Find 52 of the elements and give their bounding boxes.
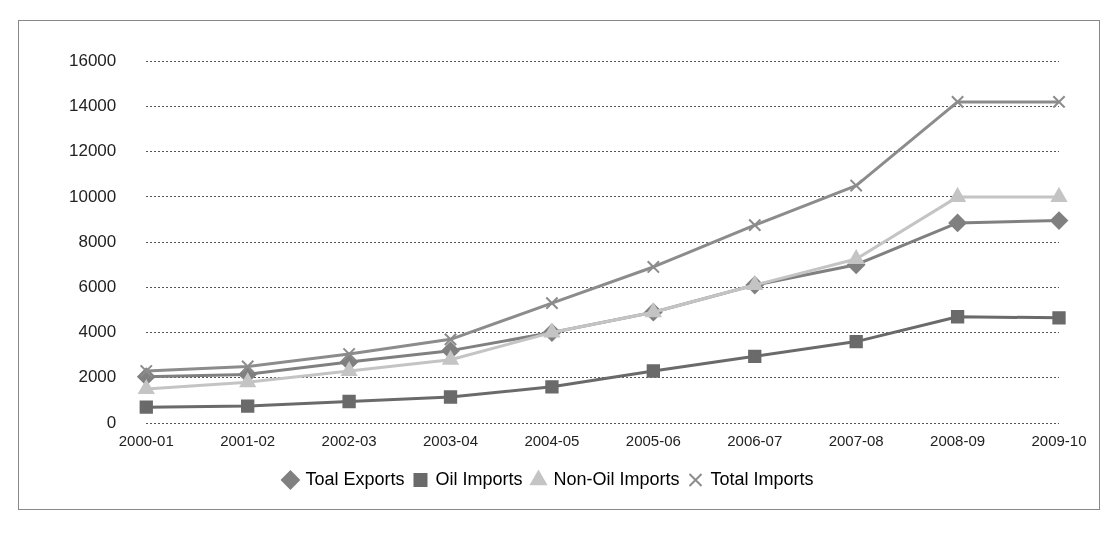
- x-tick-label: 2009-10: [1031, 432, 1087, 450]
- point: [646, 260, 660, 274]
- x-tick-label: 2008-09: [930, 432, 986, 450]
- x-tick-label: 2000-01: [118, 432, 174, 450]
- point: [645, 303, 662, 318]
- point: [545, 380, 559, 394]
- x-tick-label: 2006-07: [727, 432, 783, 450]
- legend-label: Total Imports: [710, 468, 814, 489]
- point: [746, 276, 763, 291]
- x-tick-label: 2007-08: [828, 432, 884, 450]
- y-tick-label: 10000: [68, 186, 117, 206]
- point: [342, 394, 356, 409]
- legend-label: Oil Imports: [435, 468, 523, 489]
- point: [241, 359, 255, 374]
- point: [950, 95, 965, 109]
- y-tick-label: 6000: [78, 277, 117, 297]
- y-tick-label: 12000: [68, 141, 117, 161]
- x-tick-label: 2005-06: [625, 432, 681, 450]
- point: [239, 373, 256, 388]
- point: [848, 250, 865, 265]
- x-tick-label: 2001-02: [220, 432, 276, 450]
- x-tick-label: 2004-05: [524, 432, 580, 450]
- point: [443, 332, 458, 346]
- point: [138, 380, 155, 395]
- point: [849, 334, 863, 349]
- point: [1052, 311, 1066, 325]
- point: [748, 349, 762, 363]
- point: [443, 390, 458, 404]
- y-tick-label: 8000: [78, 231, 117, 251]
- y-tick-label: 0: [106, 412, 117, 432]
- point: [1050, 211, 1068, 230]
- point: [139, 364, 153, 378]
- point: [1052, 95, 1066, 109]
- point: [646, 364, 660, 378]
- x-tick-label: 2002-03: [321, 432, 377, 450]
- point: [139, 400, 153, 414]
- point: [849, 178, 863, 193]
- y-tick-label: 16000: [68, 50, 117, 70]
- legend-label: Toal Exports: [305, 468, 405, 489]
- x-tick-label: 2003-04: [422, 432, 479, 450]
- point: [241, 399, 255, 413]
- point: [442, 350, 459, 365]
- point: [342, 347, 356, 361]
- legend-label: Non-Oil Imports: [553, 468, 680, 489]
- point: [545, 296, 559, 310]
- point: [544, 323, 560, 338]
- y-tick-label: 14000: [68, 96, 117, 116]
- point: [948, 213, 967, 232]
- point: [748, 218, 762, 232]
- point: [950, 310, 965, 324]
- y-tick-label: 2000: [78, 367, 117, 387]
- y-tick-label: 4000: [78, 322, 117, 342]
